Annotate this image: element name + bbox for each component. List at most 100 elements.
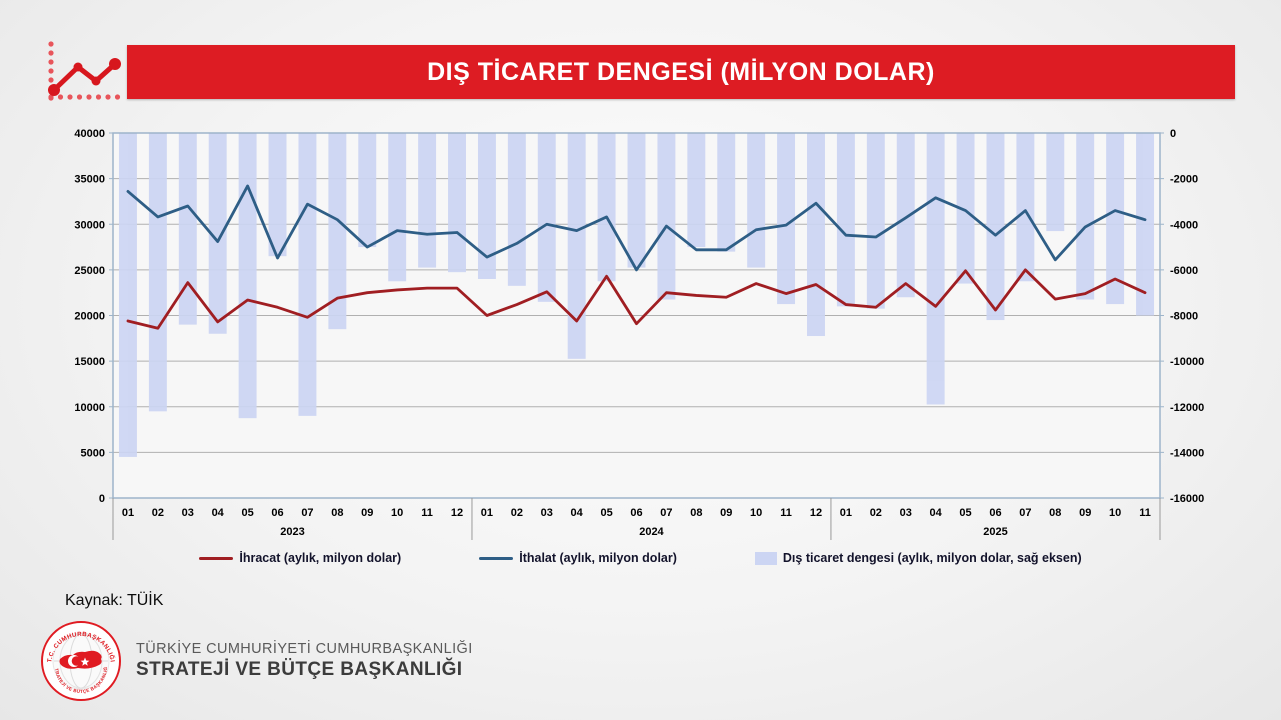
svg-text:-4000: -4000 [1170,219,1198,231]
svg-text:20000: 20000 [74,311,105,323]
svg-text:2025: 2025 [983,526,1007,538]
svg-text:01: 01 [840,507,852,519]
balance-bar [238,133,257,419]
balance-bar [627,133,646,268]
svg-text:-16000: -16000 [1170,493,1204,505]
balance-bar [178,133,197,325]
svg-text:10: 10 [1109,507,1121,519]
legend-item-imports: İthalat (aylık, milyon dolar) [479,551,677,565]
svg-text:05: 05 [959,507,971,519]
svg-text:06: 06 [271,507,283,519]
legend-label-balance: Dış ticaret dengesi (aylık, milyon dolar… [782,551,1082,565]
balance-bar [807,133,825,337]
trade-balance-chart: 40000 35000 30000 25000 20000 15000 10000 5000 0… [74,128,1204,540]
svg-text:05: 05 [600,507,612,519]
svg-text:07: 07 [1019,507,1031,519]
svg-text:08: 08 [690,507,702,519]
balance-bar [1076,133,1095,300]
balance-bar [687,133,706,248]
balance-bar [1136,133,1155,316]
balance-bar [148,133,167,412]
balance-bars [118,133,1155,457]
svg-text:-14000: -14000 [1170,447,1204,459]
svg-text:05: 05 [241,507,253,519]
balance-bar [358,133,377,248]
balance-bar [896,133,915,298]
balance-bar [388,133,407,282]
balance-bar [717,133,736,252]
svg-text:02: 02 [870,507,882,519]
svg-text:40000: 40000 [74,128,105,140]
footer-line1: TÜRKİYE CUMHURİYETİ CUMHURBAŞKANLIĞI [136,641,473,657]
svg-text:0: 0 [1170,128,1176,140]
plot-border [112,132,1161,499]
footer-line2: STRATEJİ VE BÜTÇE BAŞKANLIĞI [136,659,463,680]
svg-text:-6000: -6000 [1170,265,1198,277]
x-axis-labels: 01 02 03 04 05 06 07 08 09 10 11 12 01 02 03 04 05 06 07 08… [112,498,1161,540]
svg-text:-8000: -8000 [1170,311,1198,323]
svg-text:08: 08 [331,507,343,519]
balance-bar [866,133,885,309]
svg-text:5000: 5000 [81,447,105,459]
right-axis-tick-labels: 0 -2000 -4000 -6000 -8000 -10000 -12000 -14000 -… [1170,128,1204,505]
svg-text:01: 01 [122,507,134,519]
svg-text:12: 12 [810,507,822,519]
legend-item-exports: İhracat (aylık, milyon dolar) [199,551,401,565]
imports-line-swatch [479,556,514,560]
balance-bar [1046,133,1065,232]
title-bar: DIŞ TİCARET DENGESİ (MİLYON DOLAR) [127,45,1235,99]
balance-bar [118,133,137,457]
source-note: Kaynak: TÜİK [65,592,164,609]
svg-text:09: 09 [720,507,732,519]
balance-bar [956,133,975,284]
balance-bar [477,133,496,279]
svg-text:03: 03 [182,507,194,519]
balance-bar [507,133,526,286]
svg-text:10: 10 [750,507,762,519]
balance-bar [298,133,317,416]
balance-bar [777,133,796,305]
svg-text:35000: 35000 [74,174,105,186]
svg-text:10000: 10000 [74,402,105,414]
svg-text:11: 11 [1139,507,1151,519]
svg-text:0: 0 [99,493,105,505]
legend-label-imports: İthalat (aylık, milyon dolar) [519,551,677,565]
svg-text:2024: 2024 [639,526,664,538]
balance-bar [1106,133,1125,305]
exports-line [126,268,1147,330]
balance-bar [567,133,586,359]
legend-label-exports: İhracat (aylık, milyon dolar) [239,551,402,565]
balance-bar [747,133,766,268]
svg-text:06: 06 [630,507,642,519]
balance-bar [836,133,855,307]
line-chart-icon [48,41,121,101]
svg-text:09: 09 [361,507,373,519]
svg-text:10: 10 [391,507,403,519]
svg-text:30000: 30000 [74,219,105,231]
svg-text:07: 07 [660,507,672,519]
svg-text:07: 07 [301,507,313,519]
balance-bar [926,133,945,405]
svg-text:15000: 15000 [74,356,105,368]
svg-text:01: 01 [481,507,493,519]
balance-bar [986,133,1005,321]
balance-bar [1016,133,1035,282]
svg-text:04: 04 [930,507,943,519]
svg-text:02: 02 [511,507,523,519]
svg-text:08: 08 [1049,507,1061,519]
balance-bar [597,133,616,282]
balance-bar-swatch [754,551,777,565]
left-axis-tick-labels: 40000 35000 30000 25000 20000 15000 10000 5000 0 [74,128,105,505]
svg-text:04: 04 [571,507,584,519]
balance-bar [208,133,227,334]
page-title: DIŞ TİCARET DENGESİ (MİLYON DOLAR) [427,57,935,86]
svg-text:03: 03 [541,507,553,519]
svg-text:02: 02 [152,507,164,519]
svg-text:-10000: -10000 [1170,356,1204,368]
svg-text:09: 09 [1079,507,1091,519]
svg-text:-2000: -2000 [1170,174,1198,186]
svg-text:03: 03 [900,507,912,519]
